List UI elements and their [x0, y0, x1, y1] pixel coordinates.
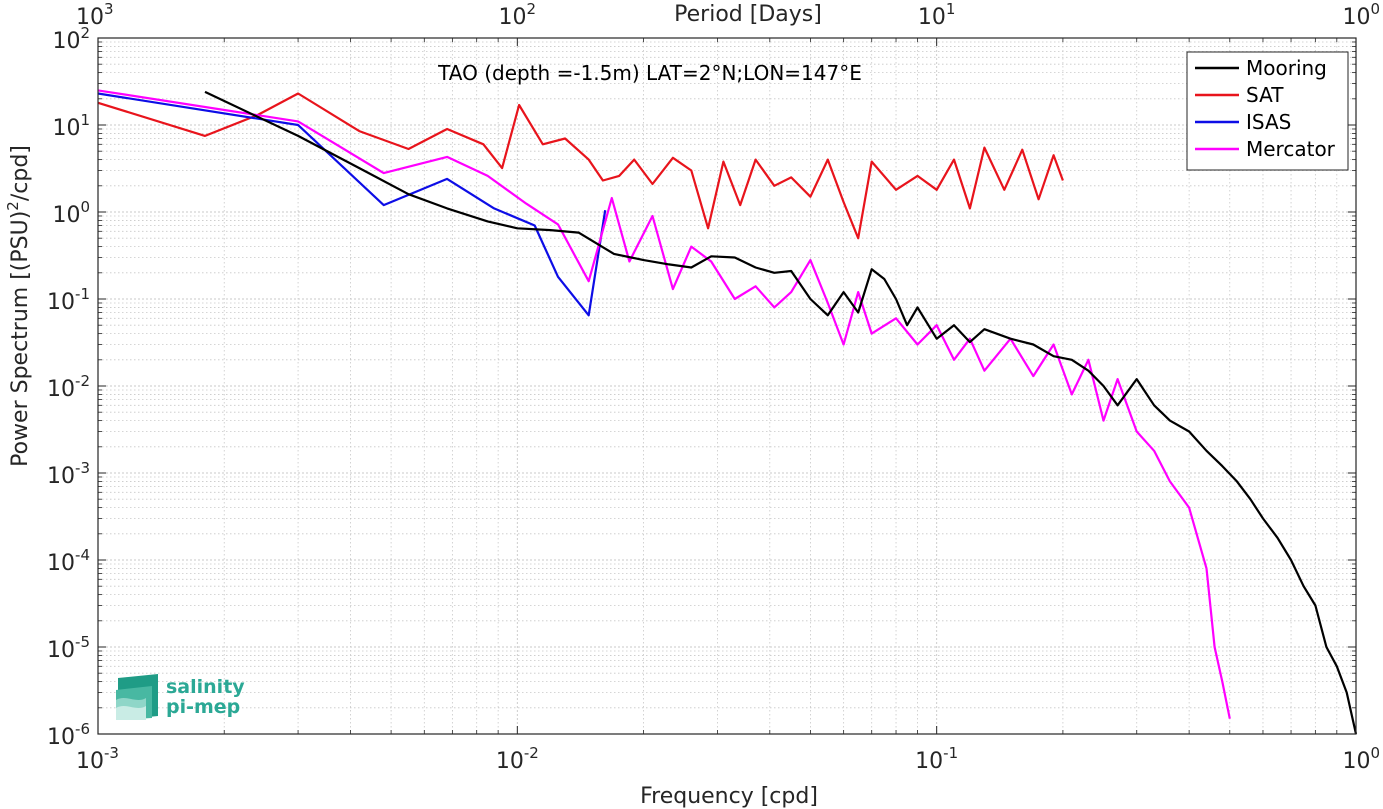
chart-title: TAO (depth =-1.5m) LAT=2°N;LON=147°E: [437, 61, 862, 85]
y-axis-label-main: Power Spectrum [(PSU): [8, 211, 33, 467]
y-tick-label: 10-1: [47, 285, 90, 315]
y-axis-label-tail: /cpd]: [8, 145, 33, 201]
x-axis-label: Frequency [cpd]: [640, 784, 818, 809]
top-x-tick-label: 103: [76, 0, 114, 30]
y-tick-label: 10-2: [47, 372, 90, 402]
legend-box: [1186, 51, 1349, 171]
logo-text-line2: pi-mep: [166, 696, 240, 718]
top-x-tick-label: 102: [499, 0, 537, 30]
series-layer: [97, 89, 1358, 735]
y-tick-label: 102: [52, 24, 90, 54]
logo-mark-icon: [116, 674, 158, 720]
top-x-axis-label: Period [Days]: [674, 2, 822, 27]
y-tick-label: 10-4: [47, 546, 90, 576]
logo-text-line1: salinity: [166, 676, 245, 698]
y-axis-label-sup: 2: [4, 201, 22, 211]
y-tick-label: 10-3: [47, 459, 90, 489]
legend-label-mooring: Mooring: [1246, 56, 1327, 80]
x-tick-label: 100: [1342, 744, 1380, 774]
x-tick-label: 10-1: [915, 744, 958, 774]
y-tick-label: 100: [52, 198, 90, 228]
major-grid: [98, 38, 1356, 734]
top-x-tick-label: 101: [918, 0, 956, 30]
minor-grid: [98, 38, 1356, 734]
salinity-pi-mep-logo: salinity pi-mep: [116, 674, 245, 720]
top-x-tick-label: 100: [1342, 0, 1380, 30]
x-tick-label: 10-2: [496, 744, 539, 774]
y-tick-label: 10-6: [47, 720, 90, 750]
series-line-mercator: [97, 89, 1231, 719]
legend-label-mercator: Mercator: [1246, 137, 1336, 161]
y-tick-label: 10-5: [47, 633, 90, 663]
legend-label-isas: ISAS: [1246, 110, 1291, 134]
series-line-mooring: [204, 90, 1358, 735]
legend: Mooring SAT ISAS Mercator: [1186, 51, 1349, 171]
tick-marks: [97, 37, 1357, 735]
series-line-sat: [97, 92, 1064, 240]
y-tick-label: 101: [52, 111, 90, 141]
y-axis-label: Power Spectrum [(PSU)2/cpd]: [4, 145, 33, 467]
legend-label-sat: SAT: [1246, 83, 1284, 107]
x-tick-label: 10-3: [76, 744, 119, 774]
